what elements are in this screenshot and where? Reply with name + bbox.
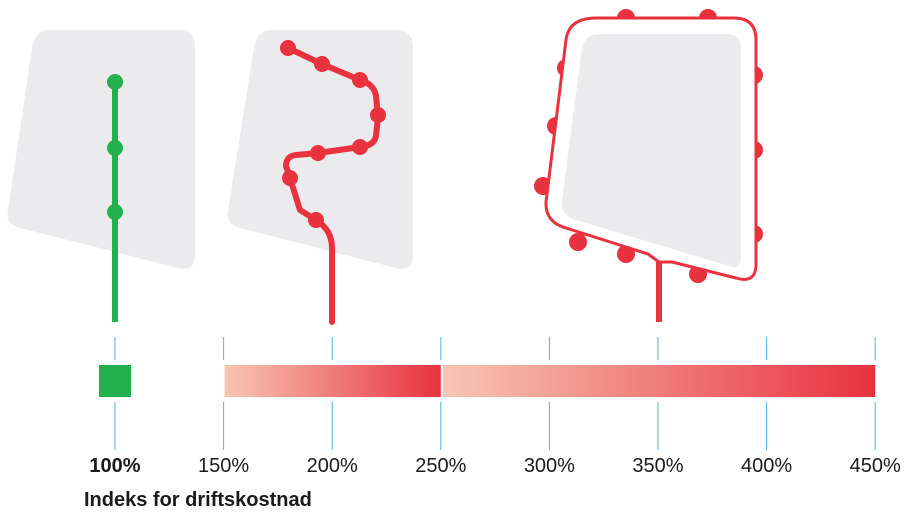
- stop-dot: [308, 212, 324, 228]
- baseline-marker: [99, 365, 131, 397]
- winding-route-illustration: [227, 30, 413, 325]
- tick-label: 400%: [741, 455, 792, 477]
- service-area-shape: [561, 34, 741, 267]
- stop-dot: [370, 107, 386, 123]
- baseline-label: 100%: [89, 455, 140, 477]
- tick-label: 450%: [850, 455, 901, 477]
- stop-dot: [280, 40, 296, 56]
- stop-dot: [310, 145, 326, 161]
- tick-label: 300%: [524, 455, 575, 477]
- tick-label: 150%: [198, 455, 249, 477]
- stop-dot: [314, 56, 330, 72]
- loop-route-illustration: [534, 9, 763, 322]
- stop-dot: [107, 74, 123, 90]
- stop-dot: [107, 204, 123, 220]
- scale-tick-labels: 150% 200% 250% 300% 350% 400% 450%: [198, 455, 901, 477]
- stop-dot: [107, 140, 123, 156]
- cost-range-bar: [442, 365, 876, 397]
- cost-range-bar: [224, 365, 441, 397]
- service-area-shape: [7, 30, 195, 269]
- tick-label: 250%: [415, 455, 466, 477]
- stop-dot: [282, 170, 298, 186]
- axis-title: Indeks for driftskostnad: [84, 489, 312, 511]
- straight-route-illustration: [7, 30, 195, 322]
- stop-dot: [352, 139, 368, 155]
- tick-label: 350%: [632, 455, 683, 477]
- scale-ticks: [114, 337, 876, 450]
- stop-dot: [569, 233, 587, 251]
- stop-dot: [352, 72, 368, 88]
- tick-label: 200%: [307, 455, 358, 477]
